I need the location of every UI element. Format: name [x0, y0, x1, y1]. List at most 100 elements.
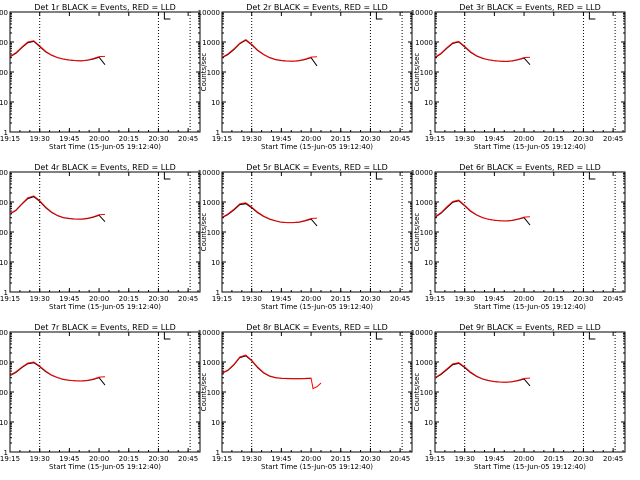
y-tick-label: 1000	[415, 199, 433, 207]
x-tick-label: 20:45	[390, 455, 410, 463]
x-tick-label: 19:15	[425, 455, 445, 463]
x-axis-label: Start Time (15-Jun-05 19:12:40)	[474, 143, 586, 151]
y-tick-label: 1	[429, 289, 433, 297]
x-tick-label: 20:30	[573, 295, 593, 303]
x-tick-label: 20:30	[573, 135, 593, 143]
lld-series-line	[9, 40, 106, 62]
plot-frame	[434, 171, 626, 293]
x-tick-label: 20:30	[360, 135, 380, 143]
x-tick-label: 19:45	[271, 455, 291, 463]
chart-title: Det 7r BLACK = Events, RED = LLD	[34, 323, 176, 332]
x-tick-label: 19:15	[0, 135, 20, 143]
x-tick-label: 20:00	[301, 455, 321, 463]
x-tick-label: 20:15	[331, 455, 351, 463]
x-tick-label: 20:15	[119, 455, 139, 463]
y-tick-label: 100	[420, 229, 433, 237]
x-axis-label: Start Time (15-Jun-05 19:12:40)	[261, 463, 373, 471]
lld-series-line	[9, 195, 106, 220]
events-series-line	[9, 196, 106, 223]
y-tick-label: 1	[429, 449, 433, 457]
y-tick-label: 100	[420, 389, 433, 397]
x-tick-label: 20:00	[301, 135, 321, 143]
chart-title: Det 8r BLACK = Events, RED = LLD	[246, 323, 388, 332]
plot-frame	[9, 171, 201, 293]
x-tick-label: 20:00	[89, 135, 109, 143]
y-tick-label: 1	[4, 289, 8, 297]
chart-panel: Det 8r BLACK = Events, RED = LLD 1 10 100 10…	[198, 323, 413, 471]
x-tick-label: 19:15	[212, 295, 232, 303]
x-axis-label: Start Time (15-Jun-05 19:12:40)	[49, 303, 161, 311]
y-axis-label: Counts/sec	[413, 53, 421, 92]
events-series-line	[221, 39, 318, 67]
x-tick-label: 19:15	[425, 135, 445, 143]
x-tick-label: 20:15	[331, 135, 351, 143]
y-tick-label: 1000	[0, 359, 8, 367]
y-tick-label: 10	[0, 259, 8, 267]
x-tick-label: 19:15	[212, 455, 232, 463]
interval-marker	[588, 172, 596, 180]
y-tick-label: 10000	[0, 9, 8, 17]
chart-title: Det 2r BLACK = Events, RED = LLD	[246, 3, 388, 12]
x-tick-label: 20:00	[89, 455, 109, 463]
y-tick-label: 10000	[411, 329, 433, 337]
y-tick-label: 100	[207, 389, 220, 397]
x-tick-label: 19:45	[59, 455, 79, 463]
lld-series-line	[434, 40, 531, 62]
chart-panel: Det 2r BLACK = Events, RED = LLD 1 10 100 10…	[198, 3, 413, 151]
y-tick-label: 10000	[0, 329, 8, 337]
y-tick-label: 10000	[198, 169, 220, 177]
plot-frame	[221, 171, 413, 293]
chart-panel: Det 1r BLACK = Events, RED = LLD 1 10 100 10…	[0, 3, 201, 151]
chart-panel: Det 4r BLACK = Events, RED = LLD 1 10 100 10…	[0, 163, 201, 311]
y-tick-label: 1	[216, 289, 220, 297]
x-tick-label: 20:45	[603, 295, 623, 303]
y-axis-label: Counts/sec	[200, 373, 208, 412]
y-tick-label: 100	[0, 69, 8, 77]
x-tick-label: 20:45	[178, 135, 198, 143]
x-tick-label: 20:30	[360, 295, 380, 303]
y-tick-label: 10000	[198, 9, 220, 17]
y-tick-label: 100	[0, 229, 8, 237]
y-tick-label: 1	[429, 129, 433, 137]
x-tick-label: 20:15	[544, 455, 564, 463]
lld-series-line	[9, 361, 106, 382]
y-tick-label: 1000	[202, 199, 220, 207]
y-tick-label: 1	[4, 449, 8, 457]
y-tick-label: 1000	[202, 39, 220, 47]
x-axis-label: Start Time (15-Jun-05 19:12:40)	[49, 143, 161, 151]
chart-title: Det 6r BLACK = Events, RED = LLD	[459, 163, 601, 172]
y-tick-label: 1	[216, 129, 220, 137]
interval-marker	[588, 12, 596, 20]
x-tick-label: 20:30	[573, 455, 593, 463]
y-tick-label: 1000	[202, 359, 220, 367]
plot-frame	[434, 331, 626, 453]
x-tick-label: 20:45	[603, 135, 623, 143]
x-tick-label: 20:45	[390, 295, 410, 303]
y-tick-label: 1000	[415, 359, 433, 367]
y-axis-label: Counts/sec	[200, 213, 208, 252]
y-tick-label: 1	[216, 449, 220, 457]
interval-marker	[375, 332, 383, 340]
lld-series-line	[221, 38, 318, 62]
x-tick-label: 20:15	[331, 295, 351, 303]
y-tick-label: 100	[420, 69, 433, 77]
interval-marker	[163, 12, 171, 20]
plot-frame	[9, 11, 201, 133]
x-tick-label: 19:30	[455, 455, 475, 463]
chart-panel: Det 3r BLACK = Events, RED = LLD 1 10 100 10…	[411, 3, 626, 151]
events-series-line	[221, 355, 312, 380]
y-tick-label: 100	[207, 69, 220, 77]
chart-panel: Det 6r BLACK = Events, RED = LLD 1 10 100 10…	[411, 163, 626, 311]
chart-panel: Det 7r BLACK = Events, RED = LLD 1 10 100 10…	[0, 323, 201, 471]
interval-marker	[375, 12, 383, 20]
y-tick-label: 1000	[415, 39, 433, 47]
plot-frame	[221, 331, 413, 453]
interval-marker	[163, 172, 171, 180]
lld-series-line	[221, 202, 318, 223]
y-axis-label: Counts/sec	[413, 373, 421, 412]
x-tick-label: 20:15	[119, 295, 139, 303]
y-tick-label: 10000	[198, 329, 220, 337]
x-tick-label: 19:45	[59, 135, 79, 143]
chart-panel: Det 9r BLACK = Events, RED = LLD 1 10 100 10…	[411, 323, 626, 471]
